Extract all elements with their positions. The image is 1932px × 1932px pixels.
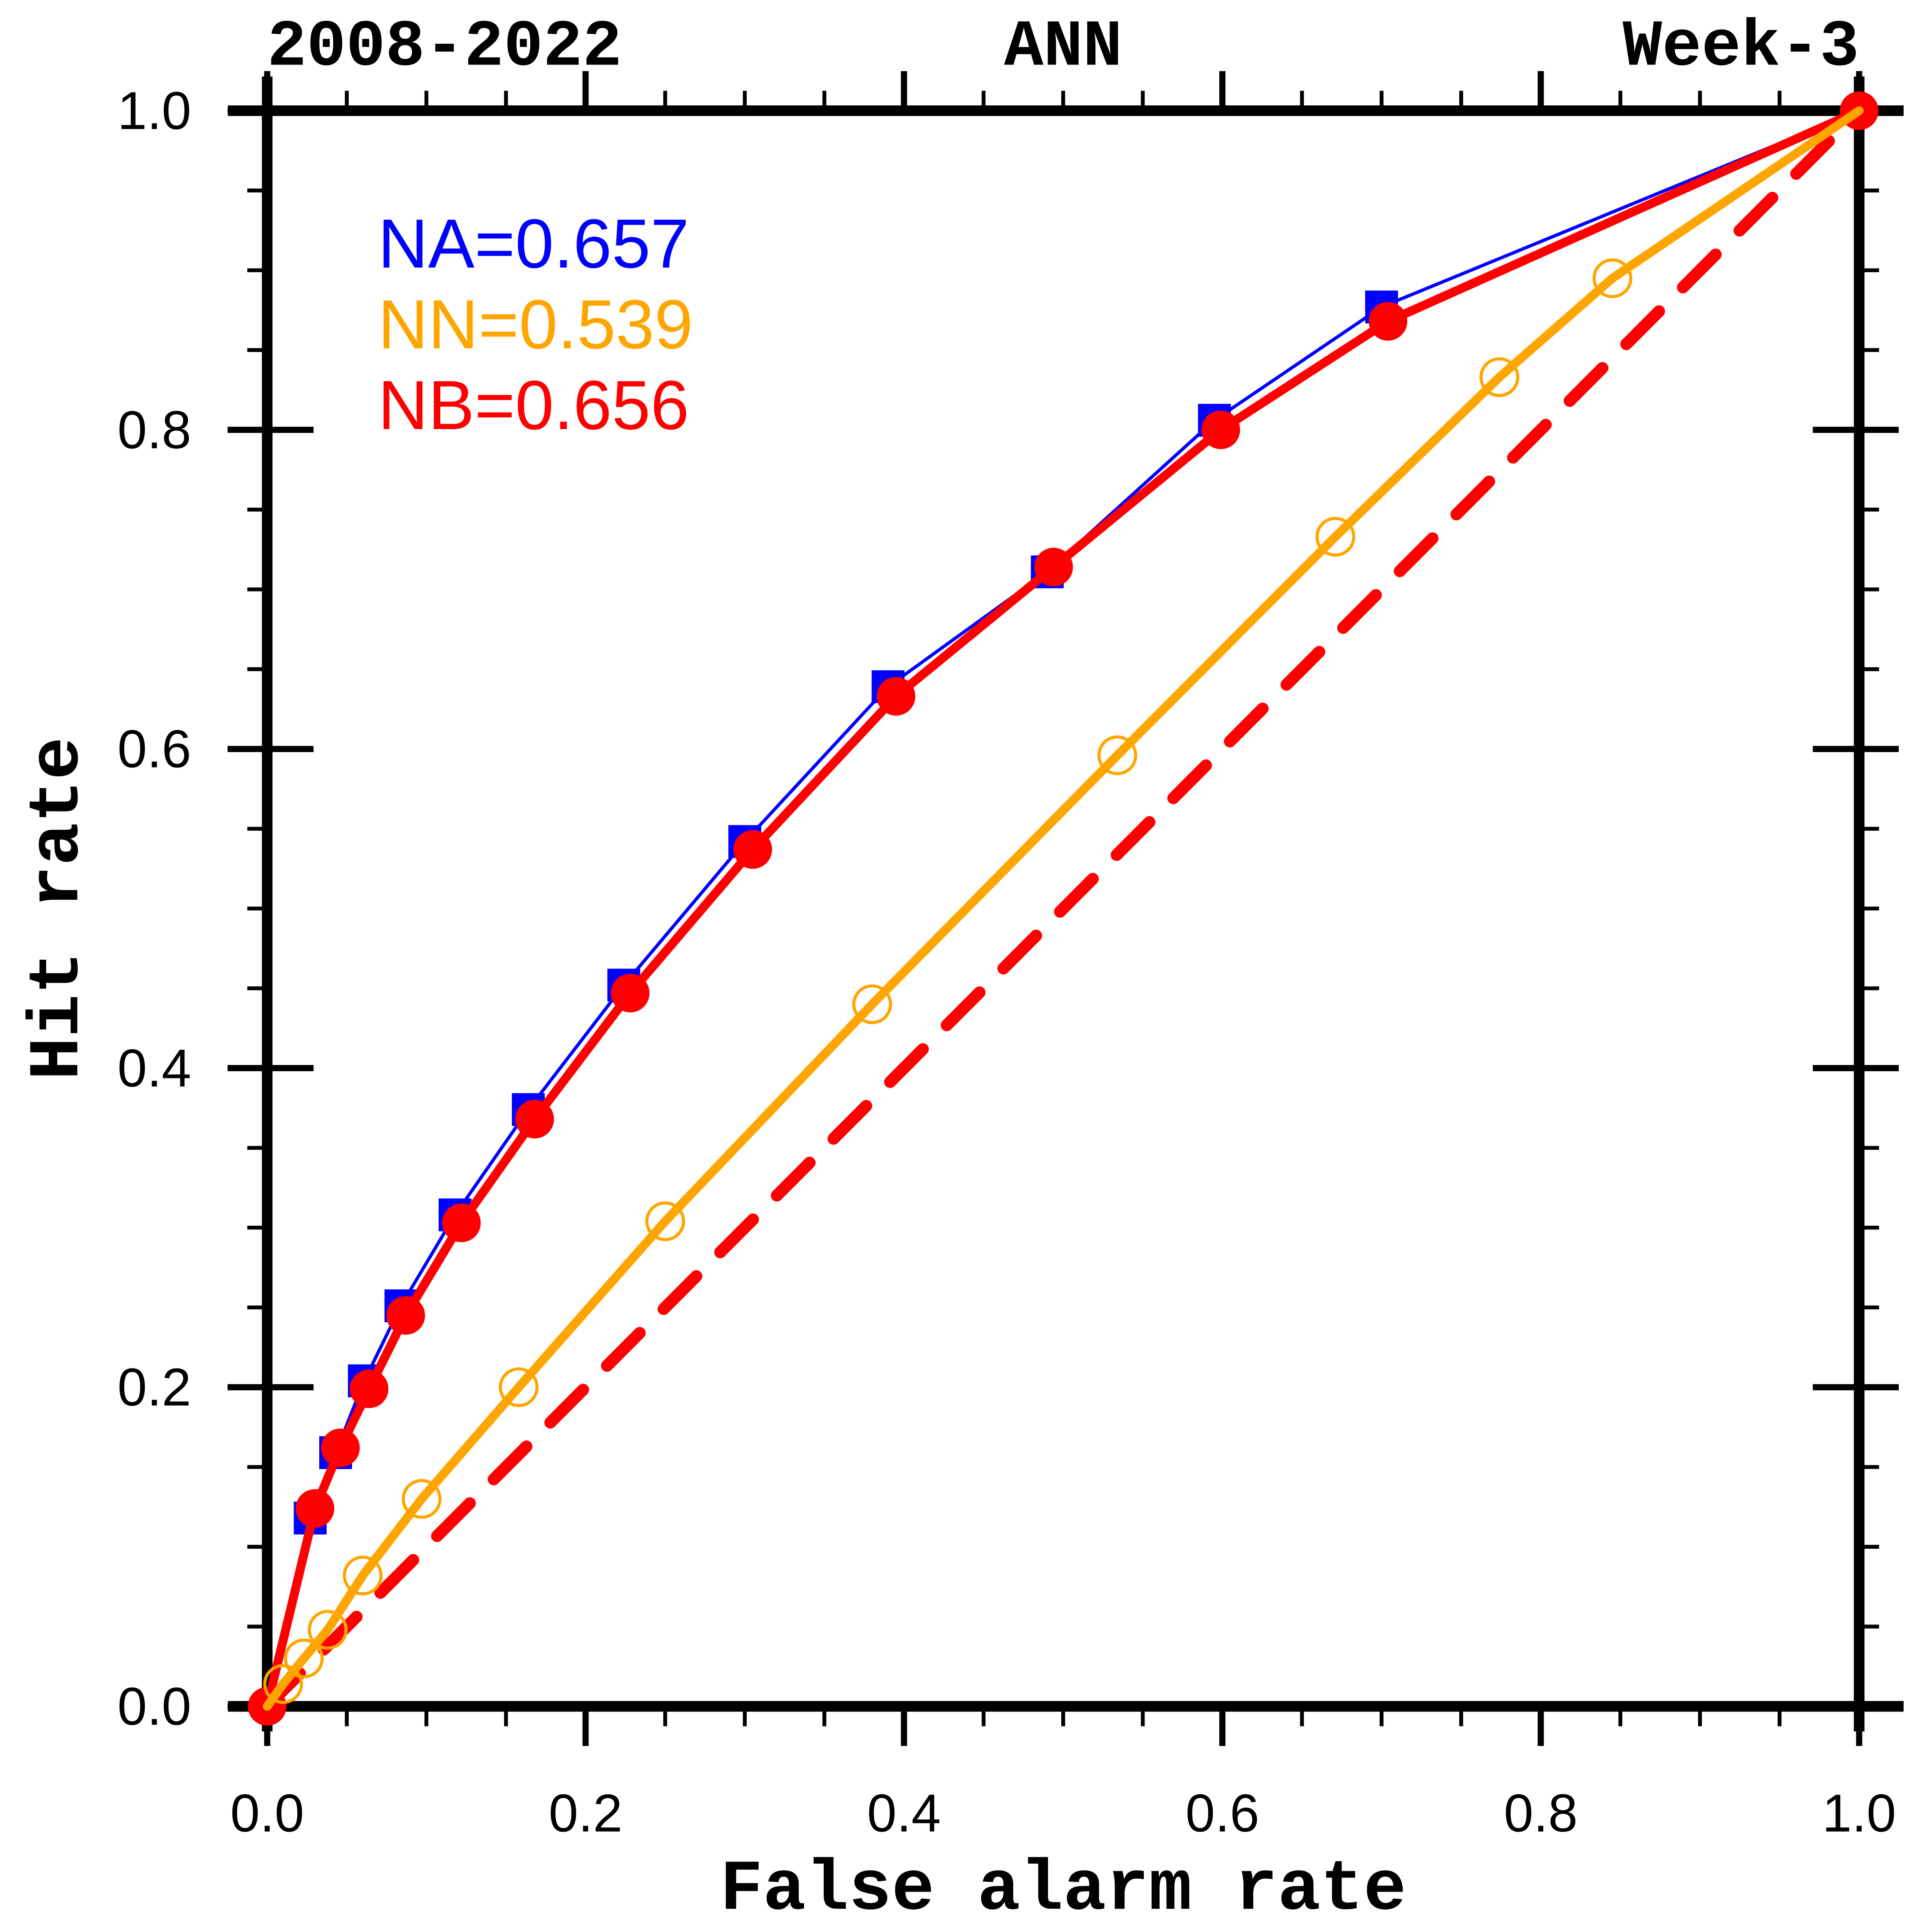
x-tick-label: 1.0 bbox=[1822, 1784, 1896, 1843]
series-nn-marker-open-circle bbox=[263, 1664, 303, 1704]
series-nn-marker-open-circle bbox=[402, 1479, 442, 1519]
x-tick-label: 0.2 bbox=[549, 1784, 622, 1843]
y-tick-label: 0.6 bbox=[117, 720, 191, 779]
series-nn-marker-open-circle bbox=[343, 1555, 383, 1596]
series-nb-marker-circle bbox=[515, 1100, 554, 1139]
series-nn-marker-open-circle bbox=[1097, 735, 1137, 775]
series-nb-marker-circle bbox=[877, 677, 916, 716]
chart-title-center: ANN bbox=[1004, 11, 1122, 85]
x-tick-label: 0.0 bbox=[230, 1784, 304, 1843]
series-nb-marker-circle bbox=[386, 1296, 425, 1335]
chart-title-right: Week-3 bbox=[1623, 11, 1859, 85]
x-tick-label: 0.8 bbox=[1504, 1784, 1577, 1843]
diagonal-reference-line bbox=[261, 104, 1865, 1713]
series-nn-marker-open-circle bbox=[1479, 357, 1520, 397]
series-nn-marker-open-circle bbox=[499, 1367, 539, 1407]
series-nb-marker-circle bbox=[442, 1203, 481, 1242]
x-axis-title: False alarm rate bbox=[720, 1849, 1406, 1930]
chart-title-left: 2008-2022 bbox=[267, 11, 622, 85]
series-nn-marker-open-circle bbox=[645, 1201, 685, 1242]
series-nb-marker-circle bbox=[1368, 302, 1408, 341]
legend-item-2: NB=0.656 bbox=[378, 367, 689, 444]
y-tick-label: 1.0 bbox=[117, 81, 191, 141]
series-nb-marker-circle bbox=[350, 1369, 389, 1408]
series-nn-line bbox=[263, 106, 1864, 1711]
series-nn-marker-open-circle bbox=[284, 1638, 324, 1679]
series-nn-marker-open-circle bbox=[1315, 517, 1356, 557]
y-tick-label: 0.0 bbox=[117, 1677, 191, 1736]
series-nb-marker-circle bbox=[1034, 548, 1073, 586]
series-nb-marker-circle bbox=[296, 1489, 335, 1528]
series-nn-marker-open-circle bbox=[1592, 258, 1632, 298]
x-tick-label: 0.6 bbox=[1185, 1784, 1259, 1843]
legend-item-0: NA=0.657 bbox=[378, 205, 689, 283]
y-axis-title: Hit rate bbox=[18, 737, 99, 1080]
x-tick-label: 0.4 bbox=[867, 1784, 941, 1843]
series-nb-marker-circle bbox=[1201, 410, 1240, 449]
y-tick-label: 0.2 bbox=[117, 1358, 191, 1417]
series-nb-marker-circle bbox=[321, 1428, 360, 1468]
y-tick-label: 0.4 bbox=[117, 1038, 191, 1098]
axes bbox=[227, 71, 1904, 1746]
series-nn-marker-open-circle bbox=[852, 984, 892, 1024]
series-nn-marker-open-circle bbox=[308, 1609, 348, 1650]
legend-item-1: NN=0.539 bbox=[378, 286, 693, 363]
series-nb-marker-circle bbox=[611, 973, 650, 1013]
series-nb-marker-circle bbox=[733, 830, 772, 869]
y-tick-label: 0.8 bbox=[117, 400, 191, 460]
